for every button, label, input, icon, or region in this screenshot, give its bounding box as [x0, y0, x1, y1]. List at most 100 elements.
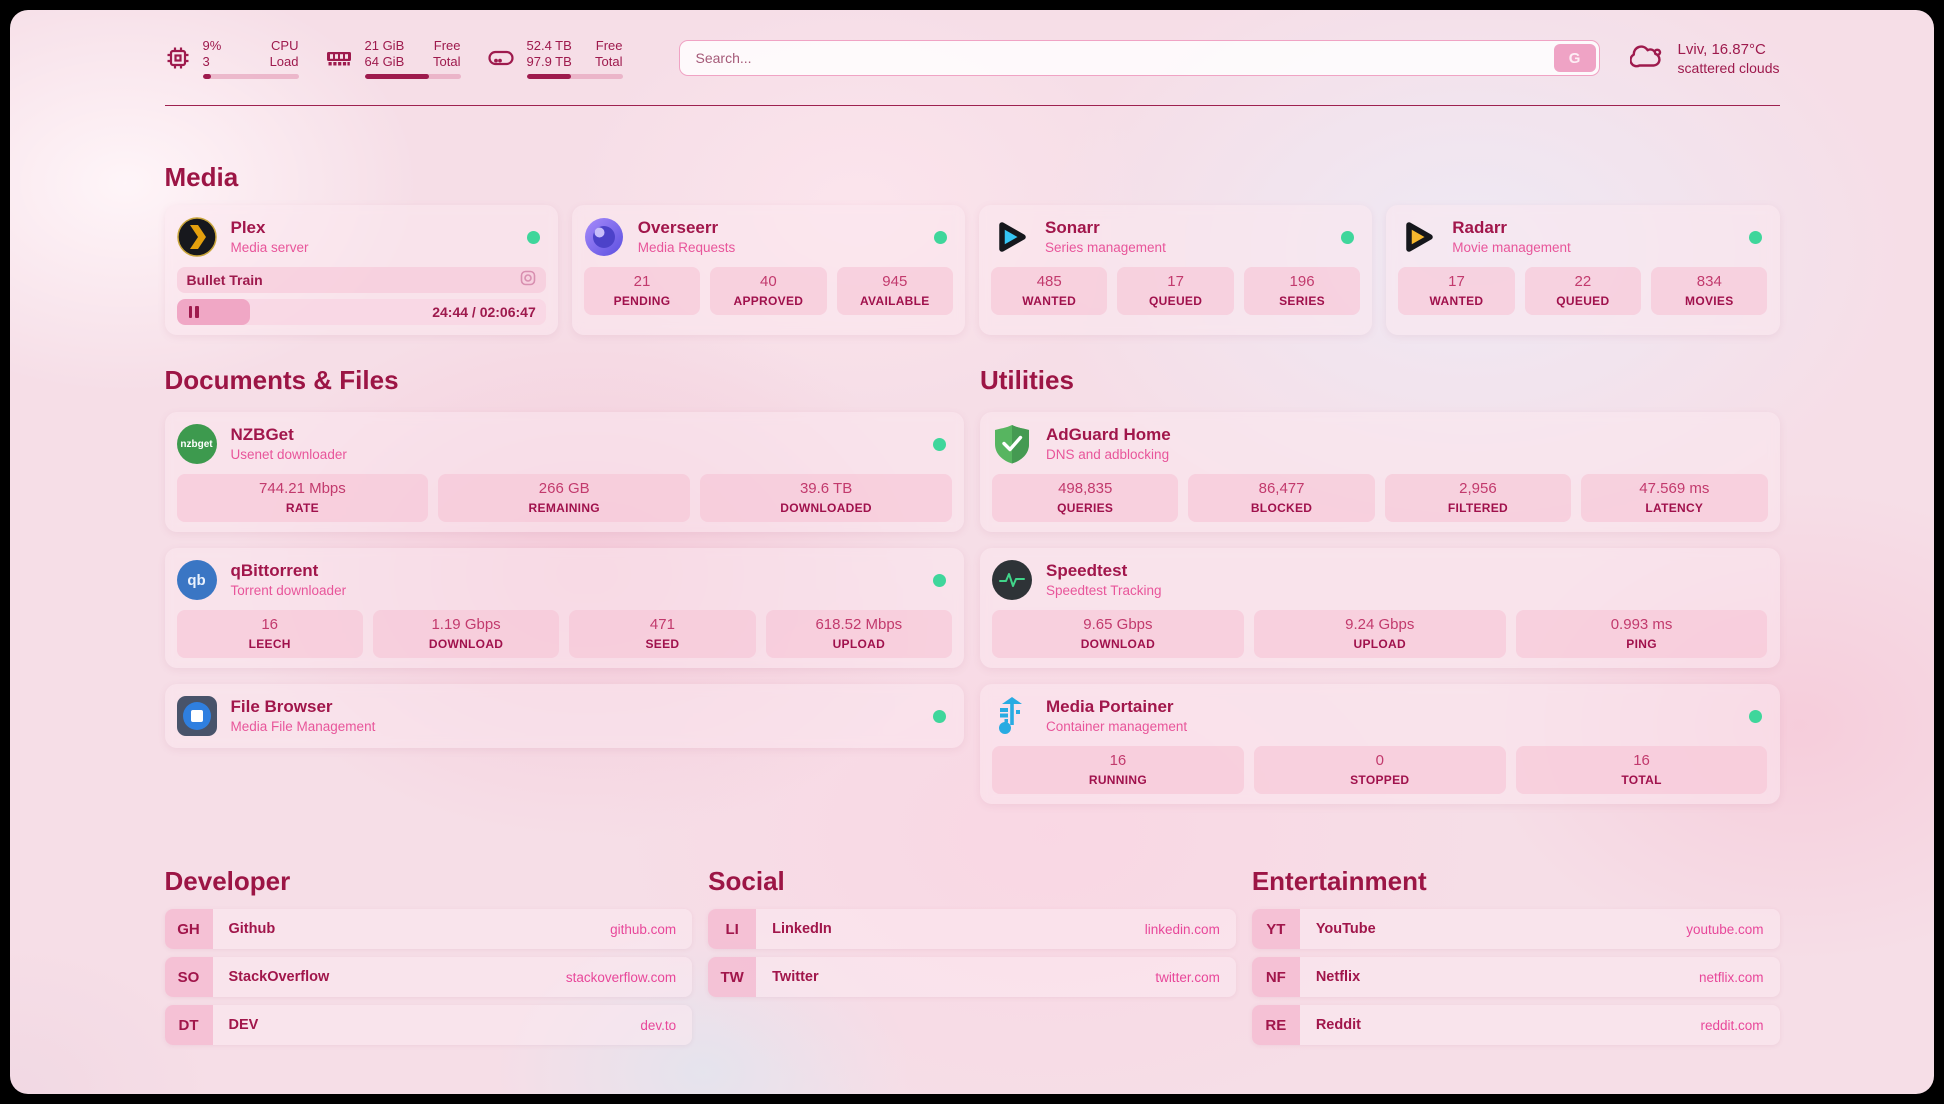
cpu-secondary-value: 3	[202, 53, 210, 69]
bookmark-abbr: LI	[708, 909, 757, 949]
memory-total-label: Total	[433, 53, 461, 69]
stat-remaining: 266 GB REMAINING	[438, 474, 691, 522]
adguard-card[interactable]: AdGuard Home DNS and adblocking 498,835 Q…	[980, 412, 1780, 532]
bookmark-abbr: DT	[164, 1005, 213, 1045]
cpu-progress-bar	[202, 73, 299, 79]
memory-free-value: 21 GiB	[364, 37, 405, 53]
weather-location-temp: Lviv, 16.87°C	[1677, 40, 1766, 58]
header-divider	[164, 105, 1780, 106]
app-name: File Browser	[230, 697, 333, 716]
speedtest-card[interactable]: Speedtest Speedtest Tracking 9.65 Gbps DO…	[980, 548, 1780, 668]
app-description: Speedtest Tracking	[1046, 583, 1162, 598]
disk-free-value: 52.4 TB	[526, 37, 572, 53]
app-description: Media server	[230, 240, 309, 255]
stat-queries: 498,835 QUERIES	[992, 474, 1179, 522]
status-dot	[1748, 230, 1762, 244]
app-name: Radarr	[1452, 218, 1508, 237]
qbittorrent-card[interactable]: qb qBittorrent Torrent downloader 16 LEEC…	[164, 548, 964, 668]
hard-drive-icon	[487, 46, 515, 70]
weather-condition: scattered clouds	[1677, 59, 1780, 76]
overseerr-card[interactable]: Overseerr Media Requests 21 PENDING 40 APP…	[571, 205, 965, 335]
stat-download: 9.65 Gbps DOWNLOAD	[992, 610, 1244, 658]
stat-ping: 0.993 ms PING	[1515, 610, 1768, 658]
stat-wanted: 17 WANTED	[1398, 267, 1515, 315]
stat-upload: 9.24 Gbps UPLOAD	[1253, 610, 1506, 658]
sonarr-card[interactable]: Sonarr Series management 485 WANTED 17 QUE…	[979, 205, 1373, 335]
app-name: Media Portainer	[1046, 697, 1174, 716]
status-dot	[934, 230, 947, 244]
bookmark-linkedin[interactable]: LI LinkedIn linkedin.com	[708, 909, 1236, 949]
disk-progress-bar	[526, 73, 623, 79]
stat-downloaded: 39.6 TB DOWNLOADED	[700, 474, 952, 522]
status-dot	[1341, 230, 1355, 244]
sonarr-icon	[991, 217, 1031, 257]
search-engine-button[interactable]: G	[1553, 44, 1596, 72]
stat-queued: 22 QUEUED	[1524, 267, 1642, 315]
filebrowser-card[interactable]: File Browser Media File Management	[164, 684, 964, 748]
stat-available: 945 AVAILABLE	[836, 267, 953, 315]
plex-card[interactable]: Plex Media server Bullet Train	[164, 205, 558, 335]
bookmark-name: Twitter	[772, 969, 819, 985]
app-name: Sonarr	[1045, 218, 1100, 237]
bookmark-netflix[interactable]: NF Netflix netflix.com	[1251, 957, 1780, 997]
stat-download: 1.19 Gbps DOWNLOAD	[372, 610, 560, 658]
pause-icon[interactable]	[188, 306, 199, 318]
memory-progress-bar	[364, 73, 461, 79]
app-description: Media File Management	[230, 719, 376, 734]
bookmark-twitter[interactable]: TW Twitter twitter.com	[708, 957, 1236, 997]
app-name: Overseerr	[637, 218, 719, 237]
bookmark-dev[interactable]: DT DEV dev.to	[164, 1005, 693, 1045]
radarr-icon	[1398, 217, 1438, 257]
bookmark-abbr: TW	[708, 957, 757, 997]
section-title-developer: Developer	[164, 866, 291, 896]
bookmark-name: Netflix	[1315, 969, 1361, 985]
app-description: Container management	[1046, 719, 1188, 734]
bookmark-name: YouTube	[1315, 921, 1376, 937]
portainer-icon	[992, 696, 1032, 736]
stat-total: 16 TOTAL	[1515, 746, 1768, 794]
section-title-social: Social	[708, 866, 785, 896]
qbittorrent-icon: qb	[176, 560, 217, 600]
stat-stopped: 0 STOPPED	[1253, 746, 1506, 794]
bookmark-url: reddit.com	[1700, 1017, 1764, 1033]
plex-icon	[176, 217, 217, 257]
memory-widget: 21 GiB 64 GiB Free Total	[325, 38, 461, 79]
app-description: Movie management	[1452, 240, 1571, 255]
app-description: Torrent downloader	[230, 583, 347, 598]
disk-widget: 52.4 TB 97.9 TB Free Total	[487, 38, 623, 79]
bookmark-stackoverflow[interactable]: SO StackOverflow stackoverflow.com	[164, 957, 693, 997]
portainer-card[interactable]: Media Portainer Container management 16 R…	[980, 684, 1780, 804]
filebrowser-icon	[176, 696, 217, 736]
stat-movies: 834 MOVIES	[1651, 267, 1768, 315]
section-title-documents: Documents & Files	[164, 365, 399, 395]
disk-free-label: Free	[595, 37, 623, 53]
dashboard-screen: 9% 3 CPU Load	[10, 10, 1934, 1094]
nzbget-card[interactable]: nzbget NZBGet Usenet downloader 744.21 M…	[164, 412, 964, 532]
bookmark-name: Reddit	[1315, 1017, 1361, 1033]
section-title-utilities: Utilities	[980, 365, 1074, 395]
app-name: NZBGet	[230, 425, 294, 444]
video-icon	[520, 270, 536, 291]
radarr-card[interactable]: Radarr Movie management 17 WANTED 22 QUEUE…	[1386, 205, 1780, 335]
status-dot	[526, 230, 540, 244]
bookmark-url: stackoverflow.com	[565, 969, 677, 985]
cloud-icon	[1628, 41, 1666, 76]
now-playing-title: Bullet Train	[186, 272, 263, 288]
app-description: DNS and adblocking	[1046, 447, 1170, 462]
status-dot	[1748, 709, 1762, 723]
bookmark-reddit[interactable]: RE Reddit reddit.com	[1251, 1005, 1780, 1045]
bookmark-abbr: YT	[1251, 909, 1300, 949]
bookmark-url: netflix.com	[1698, 969, 1764, 985]
top-bar: 9% 3 CPU Load	[165, 37, 1780, 79]
stat-seed: 471 SEED	[569, 610, 756, 658]
cpu-label: CPU	[271, 37, 299, 53]
bookmark-github[interactable]: GH Github github.com	[164, 909, 693, 949]
status-dot	[933, 709, 946, 723]
search-input[interactable]	[678, 40, 1600, 76]
app-description: Media Requests	[637, 240, 736, 255]
bookmark-youtube[interactable]: YT YouTube youtube.com	[1251, 909, 1780, 949]
overseerr-icon	[584, 217, 624, 257]
bookmark-abbr: RE	[1251, 1005, 1300, 1045]
bookmark-url: linkedin.com	[1144, 921, 1220, 937]
stat-approved: 40 APPROVED	[710, 267, 827, 315]
